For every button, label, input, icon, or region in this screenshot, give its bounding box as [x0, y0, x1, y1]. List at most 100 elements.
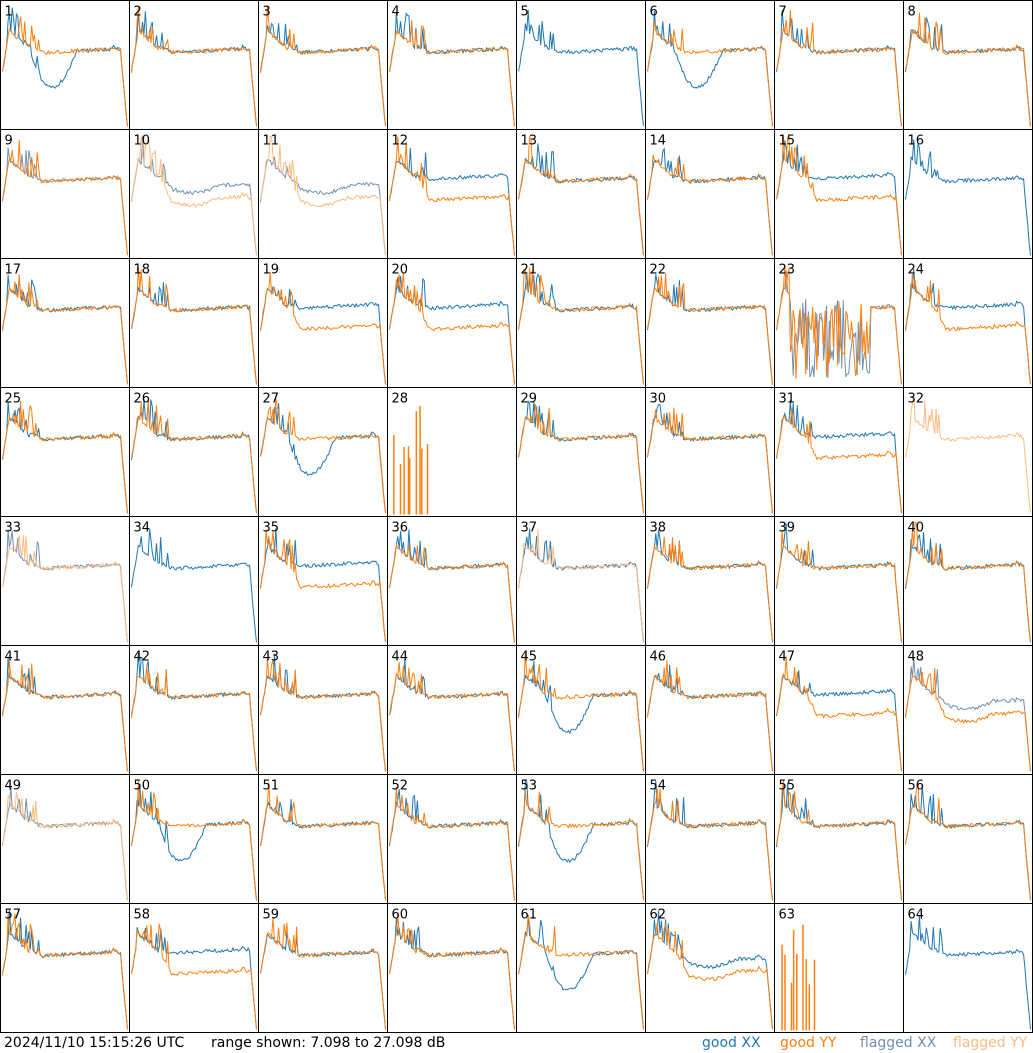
panel-frame [903, 258, 1033, 388]
xx-line [518, 143, 644, 256]
panel-label: 56 [908, 779, 925, 794]
panel-label: 64 [908, 908, 925, 923]
panel-7: 7 [774, 0, 904, 130]
range-text: range shown: 7.098 to 27.098 dB [211, 1035, 446, 1051]
panel-label: 1 [5, 5, 13, 20]
panel-frame [387, 258, 517, 388]
panel-62: 62 [645, 903, 775, 1033]
yy-line [131, 665, 257, 772]
panel-48: 48 [903, 645, 1033, 775]
xx-line [776, 400, 902, 513]
xx-line [2, 402, 128, 514]
panel-frame [516, 258, 646, 388]
panel-32: 32 [903, 387, 1033, 517]
panel-frame [516, 0, 646, 130]
panel-label: 32 [908, 392, 925, 407]
panel-37: 37 [516, 516, 646, 646]
panel-45: 45 [516, 645, 646, 775]
yy-line [647, 20, 773, 127]
panel-label: 59 [263, 908, 280, 923]
timestamp: 2024/11/10 15:15:26 UTC [4, 1035, 185, 1051]
yy-line [776, 531, 902, 643]
panel-frame [774, 0, 904, 130]
panel-64: 64 [903, 903, 1033, 1033]
xx-line [131, 652, 257, 771]
yy-line [518, 404, 644, 514]
yy-line [389, 136, 515, 255]
yy-line [518, 790, 644, 901]
panel-frame [645, 258, 775, 388]
panel-frame [645, 645, 775, 775]
panel-39: 39 [774, 516, 904, 646]
panel-label: 9 [5, 134, 13, 149]
panel-frame [258, 903, 388, 1033]
panel-label: 46 [650, 650, 667, 665]
xx-line [2, 529, 128, 643]
panel-frame [903, 129, 1033, 259]
yy-line [260, 397, 386, 514]
yy-line [260, 659, 386, 772]
legend-good-yy: good YY [780, 1035, 837, 1051]
panel-frame [516, 774, 646, 904]
panel-label: 11 [263, 134, 280, 149]
panel-44: 44 [387, 645, 517, 775]
yy-line [518, 914, 644, 1030]
panel-40: 40 [903, 516, 1033, 646]
panel-frame [645, 387, 775, 517]
xx-line [518, 915, 644, 1030]
panel-label: 47 [779, 650, 796, 665]
yy-line [389, 20, 515, 127]
xx-line [518, 9, 644, 126]
panel-17: 17 [0, 258, 130, 388]
xx-line [776, 670, 902, 772]
xx-line [131, 927, 257, 1030]
yy-line [647, 154, 773, 256]
yy-line [905, 393, 1031, 513]
panel-frame [645, 129, 775, 259]
panel-19: 19 [258, 258, 388, 388]
panel-frame [903, 516, 1033, 646]
panel-frame [645, 0, 775, 130]
panel-47: 47 [774, 645, 904, 775]
panel-label: 40 [908, 521, 925, 536]
yy-line [2, 791, 128, 901]
panel-61: 61 [516, 903, 646, 1033]
panel-42: 42 [129, 645, 259, 775]
xx-line [131, 282, 257, 385]
panel-label: 17 [5, 263, 22, 278]
yy-line [260, 782, 386, 901]
panel-frame [387, 387, 517, 517]
panel-35: 35 [258, 516, 388, 646]
panel-frame [774, 774, 904, 904]
panel-label: 61 [521, 908, 538, 923]
panel-label: 53 [521, 779, 538, 794]
panel-36: 36 [387, 516, 517, 646]
panel-21: 21 [516, 258, 646, 388]
yy-line [2, 274, 128, 385]
panel-frame [645, 903, 775, 1033]
yy-line [776, 135, 902, 256]
yy-line [776, 264, 902, 385]
panel-2: 2 [129, 0, 259, 130]
yy-line [389, 272, 515, 385]
panel-frame [258, 258, 388, 388]
panel-16: 16 [903, 129, 1033, 259]
panel-10: 10 [129, 129, 259, 259]
panel-label: 41 [5, 650, 22, 665]
panel-label: 50 [134, 779, 151, 794]
panel-label: 60 [392, 908, 409, 923]
xx-line [260, 285, 386, 385]
panel-label: 42 [134, 650, 151, 665]
yy-line [389, 914, 515, 1030]
yy-line [389, 662, 515, 772]
xx-line [905, 268, 1031, 385]
panel-label: 57 [5, 908, 22, 923]
panel-frame [645, 516, 775, 646]
panel-label: 48 [908, 650, 925, 665]
panel-59: 59 [258, 903, 388, 1033]
panel-label: 21 [521, 263, 538, 278]
panel-label: 63 [779, 908, 796, 923]
xx-line [647, 910, 773, 1029]
xx-line [131, 785, 257, 901]
panel-label: 25 [5, 392, 22, 407]
